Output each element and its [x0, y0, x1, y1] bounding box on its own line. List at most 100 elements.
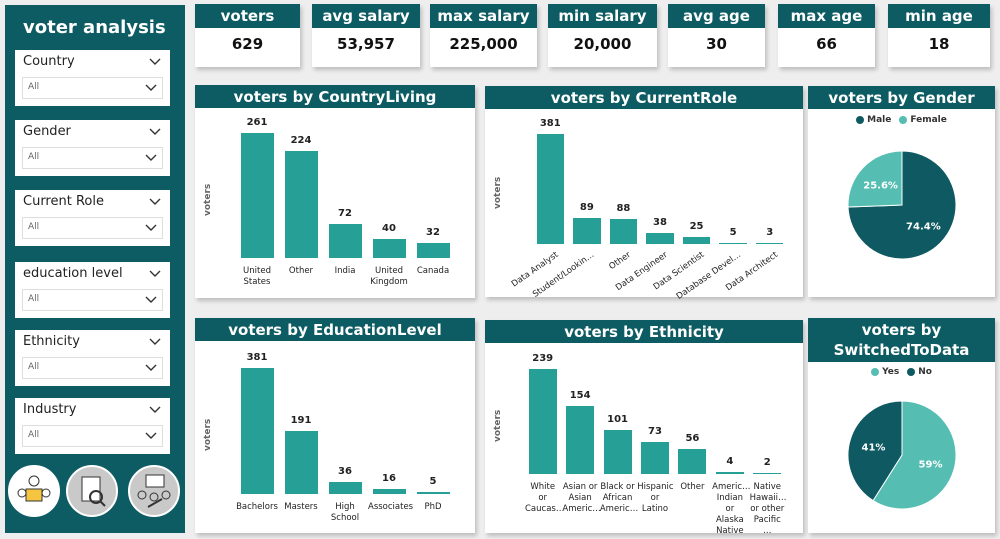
data-label: 56	[685, 433, 700, 445]
chevron-path	[145, 84, 157, 91]
x-tick-label: Associates	[368, 502, 414, 512]
bar	[328, 482, 362, 494]
filter[interactable]: Country All	[15, 50, 170, 106]
bar	[609, 218, 638, 244]
filter-label: education level	[23, 266, 123, 281]
nav-button[interactable]	[8, 465, 60, 517]
nav-button[interactable]	[128, 465, 180, 517]
data-label: 73	[648, 425, 662, 437]
dropdown[interactable]: All	[22, 217, 163, 239]
pie: 59% 41%	[847, 400, 957, 510]
icon	[81, 476, 106, 507]
legend-label: Female	[910, 115, 947, 125]
chevron	[145, 432, 157, 439]
legend-item: Male	[856, 115, 891, 125]
legend-swatch	[856, 116, 865, 124]
bar	[566, 406, 595, 474]
chevron-path	[145, 154, 157, 161]
chevron	[145, 364, 157, 371]
filter[interactable]: education level All	[15, 262, 170, 318]
icon	[17, 475, 51, 502]
data-label: 2	[763, 457, 771, 469]
bar	[640, 441, 670, 474]
chevron-path	[149, 58, 161, 65]
data-label: 154	[569, 390, 591, 402]
dropdown[interactable]: All	[22, 77, 163, 99]
legend-item: No	[907, 367, 932, 377]
icon	[137, 474, 171, 508]
x-tick-label: Asian or Asian Americ…	[562, 482, 601, 514]
kpi-card: max salary 225,000	[430, 4, 537, 67]
x-tick-label: Other	[607, 250, 634, 273]
kpi-value: 20,000	[573, 35, 632, 53]
dropdown[interactable]: All	[22, 425, 163, 447]
bar	[416, 492, 450, 494]
filter-label: Gender	[23, 124, 71, 139]
data-label: 16	[382, 472, 396, 484]
chart-panel: voters by Gender Male Female 74.4% 25.6%	[808, 86, 995, 297]
filter-label: Ethnicity	[23, 334, 80, 349]
bar	[372, 238, 406, 258]
chevron-path	[145, 432, 157, 439]
data-label: 5	[729, 226, 737, 238]
data-label: 36	[338, 466, 352, 478]
filter-label: Industry	[23, 402, 77, 417]
x-tick-label: Other	[680, 482, 705, 492]
bar	[646, 233, 674, 244]
chart-title: voters by CurrentRole	[485, 86, 803, 109]
kpi-card: avg age 30	[668, 4, 765, 67]
sidebar-title: voter analysis	[23, 17, 166, 38]
filter[interactable]: Gender All	[15, 120, 170, 176]
chart-panel: voters by CurrentRole voters 381 Data Analy…	[485, 86, 803, 302]
kpi-value: 225,000	[449, 35, 518, 53]
kpi-label: min age	[888, 4, 990, 28]
filter-label: Current Role	[23, 194, 104, 209]
filter[interactable]: Industry All	[15, 398, 170, 454]
dropdown[interactable]: All	[22, 147, 163, 169]
chart-panel: voters by SwitchedToData Yes No 59% 41%	[808, 318, 995, 533]
legend-label: Yes	[882, 367, 900, 377]
chart-panel: voters by EducationLevel voters 381 Bachelo…	[195, 318, 475, 533]
chevron	[149, 198, 161, 205]
dropdown[interactable]: All	[22, 357, 163, 379]
dropdown-value: All	[28, 362, 40, 372]
x-tick-label: White or Caucas…	[525, 482, 565, 514]
chart-panel: voters by Ethnicity voters 239 White or Cau…	[485, 320, 803, 536]
x-tick-label: High School	[330, 502, 360, 523]
bar	[682, 236, 711, 244]
x-tick-label: Student/Lookin…	[531, 250, 597, 300]
dropdown-value: All	[28, 222, 40, 232]
x-tick-label: United States	[243, 266, 271, 287]
kpi-label: max salary	[430, 4, 537, 28]
x-tick-label: Americ… Indian or Alaska Native	[712, 482, 751, 536]
x-tick-label: Masters	[284, 502, 318, 512]
bar	[372, 488, 406, 494]
filter[interactable]: Ethnicity All	[15, 330, 170, 386]
chart-title: voters by SwitchedToData	[808, 318, 995, 362]
kpi-card: min salary 20,000	[548, 4, 657, 67]
dropdown-value: All	[28, 430, 40, 440]
nav-button[interactable]	[66, 465, 118, 517]
y-axis-label: voters	[493, 409, 503, 442]
slice-label: 41%	[862, 443, 886, 454]
data-label: 239	[532, 353, 554, 364]
pie: 74.4% 25.6%	[847, 150, 957, 260]
slice-label: 74.4%	[906, 222, 941, 233]
chevron	[149, 270, 161, 277]
kpi-value: 53,957	[337, 35, 395, 53]
x-tick-label: Canada	[416, 266, 450, 276]
legend-label: No	[918, 367, 932, 377]
bar	[284, 150, 318, 258]
legend-swatch	[899, 116, 908, 124]
dropdown[interactable]: All	[22, 289, 163, 311]
x-tick-label: United Kingdom	[370, 266, 408, 287]
bar	[715, 472, 744, 474]
x-tick-label: Bachelors	[236, 502, 278, 512]
chevron	[149, 128, 161, 135]
filter[interactable]: Current Role All	[15, 190, 170, 246]
data-label: 38	[653, 217, 667, 229]
chevron	[145, 296, 157, 303]
chart-title: voters by CountryLiving	[195, 85, 475, 108]
bar	[416, 242, 450, 258]
bar	[753, 473, 782, 474]
